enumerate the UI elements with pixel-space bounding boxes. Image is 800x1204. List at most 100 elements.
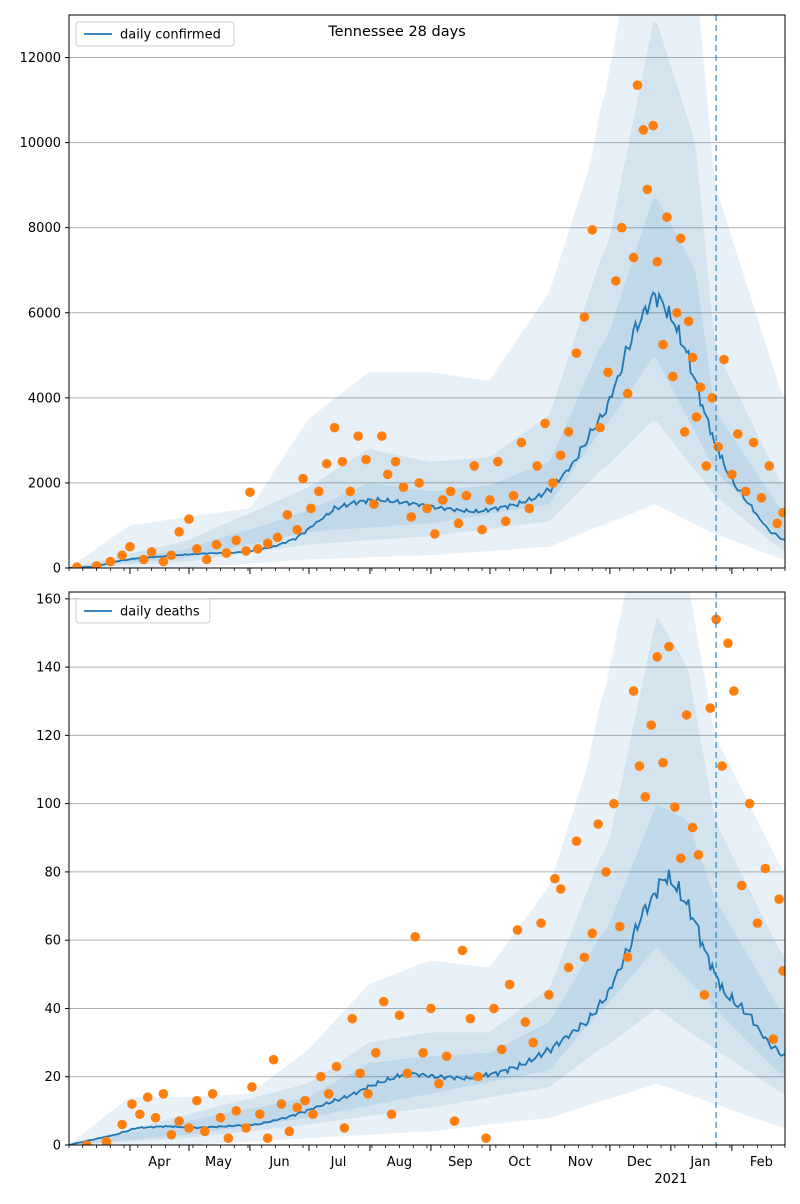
observed-point bbox=[675, 853, 686, 864]
observed-point bbox=[262, 538, 273, 549]
observed-point bbox=[664, 641, 674, 652]
observed-point bbox=[378, 996, 389, 1007]
y-tick-label: 0 bbox=[53, 562, 61, 577]
observed-point bbox=[117, 1119, 127, 1130]
observed-point bbox=[353, 431, 363, 441]
observed-point bbox=[778, 966, 785, 976]
observed-point bbox=[652, 256, 662, 267]
observed-point bbox=[426, 1003, 436, 1014]
observed-point bbox=[516, 437, 527, 448]
uncertainty-band-middle bbox=[69, 22, 785, 568]
observed-point bbox=[634, 761, 645, 771]
observed-point bbox=[282, 510, 293, 520]
observed-point bbox=[638, 125, 649, 135]
observed-point bbox=[461, 490, 472, 501]
observed-point bbox=[717, 761, 727, 771]
observed-point bbox=[668, 371, 678, 382]
legend-box bbox=[75, 598, 211, 624]
observed-point bbox=[91, 561, 102, 568]
observed-point bbox=[457, 945, 468, 956]
observed-point bbox=[174, 527, 184, 537]
observed-point bbox=[695, 382, 706, 393]
observed-point bbox=[117, 550, 127, 561]
observed-point bbox=[245, 487, 255, 498]
observed-point bbox=[292, 1102, 302, 1113]
x-tick-label: Jun bbox=[268, 1155, 289, 1170]
chart-title: Tennessee 28 days bbox=[327, 24, 465, 40]
x-tick-label: Sep bbox=[448, 1155, 473, 1170]
observed-point bbox=[544, 990, 554, 1000]
legend-box bbox=[75, 21, 235, 47]
x-year-label: 2021 bbox=[654, 1172, 687, 1187]
observed-point bbox=[512, 925, 523, 935]
legend: daily deaths bbox=[75, 598, 211, 624]
observed-point bbox=[262, 1133, 273, 1143]
observed-point bbox=[528, 1037, 539, 1048]
observed-point bbox=[687, 352, 698, 363]
observed-point bbox=[473, 1071, 483, 1082]
observed-point bbox=[184, 514, 194, 524]
observed-point bbox=[323, 1088, 334, 1099]
y-tick-label: 120 bbox=[36, 729, 61, 744]
observed-point bbox=[146, 547, 157, 557]
observed-point bbox=[331, 1061, 342, 1072]
observed-point bbox=[508, 490, 519, 501]
observed-point bbox=[406, 512, 417, 522]
observed-point bbox=[493, 456, 503, 467]
observed-point bbox=[469, 461, 480, 471]
observed-point bbox=[369, 499, 379, 509]
observed-point bbox=[772, 518, 782, 529]
observed-point bbox=[532, 461, 542, 471]
observed-point bbox=[314, 486, 324, 497]
observed-point bbox=[622, 952, 633, 963]
observed-point bbox=[453, 518, 464, 529]
observed-point bbox=[465, 1013, 476, 1024]
observed-point bbox=[593, 819, 603, 829]
y-tick-label: 100 bbox=[36, 797, 61, 812]
observed-point bbox=[215, 1112, 226, 1123]
observed-point bbox=[207, 1088, 218, 1099]
x-tick-label: Jan bbox=[689, 1155, 710, 1170]
y-tick-label: 140 bbox=[36, 661, 61, 676]
observed-point bbox=[437, 495, 448, 505]
observed-point bbox=[223, 1133, 234, 1143]
observed-point bbox=[764, 461, 775, 471]
observed-point bbox=[642, 184, 653, 195]
observed-point bbox=[125, 541, 135, 552]
observed-point bbox=[595, 422, 605, 433]
observed-point bbox=[699, 990, 710, 1000]
observed-point bbox=[693, 850, 704, 860]
observed-point bbox=[536, 918, 546, 928]
observed-point bbox=[652, 652, 662, 662]
observed-point bbox=[489, 1003, 499, 1014]
observed-point bbox=[760, 863, 771, 874]
panel-daily-confirmed: 0 2000 4000 6000 8000 10000 12000 daily confirm… bbox=[20, 14, 786, 577]
observed-point bbox=[477, 524, 487, 535]
observed-point bbox=[679, 427, 690, 437]
observed-point bbox=[723, 638, 733, 649]
observed-point bbox=[662, 212, 672, 222]
observed-point bbox=[276, 1099, 287, 1109]
observed-point bbox=[658, 339, 668, 350]
y-tick-label: 40 bbox=[44, 1002, 61, 1017]
observed-point bbox=[192, 544, 202, 554]
observed-point bbox=[681, 710, 692, 720]
observed-point bbox=[579, 952, 590, 963]
observed-point bbox=[174, 1116, 184, 1126]
observed-point bbox=[705, 703, 716, 713]
observed-point bbox=[158, 556, 169, 567]
panel-daily-deaths: 0 20 40 60 80 100 120 140 160 daily deaths Apr May J… bbox=[36, 591, 786, 1187]
observed-point bbox=[648, 120, 659, 131]
observed-point bbox=[347, 1013, 358, 1024]
observed-point bbox=[563, 427, 574, 437]
observed-point bbox=[579, 312, 590, 322]
observed-point bbox=[361, 454, 371, 465]
y-tick-label: 8000 bbox=[28, 221, 61, 236]
observed-point bbox=[430, 529, 440, 539]
observed-point bbox=[394, 1010, 405, 1021]
observed-point bbox=[740, 486, 751, 497]
observed-point bbox=[614, 921, 625, 932]
plot-area bbox=[69, 592, 785, 1145]
observed-point bbox=[221, 548, 232, 558]
observed-point bbox=[292, 524, 302, 535]
